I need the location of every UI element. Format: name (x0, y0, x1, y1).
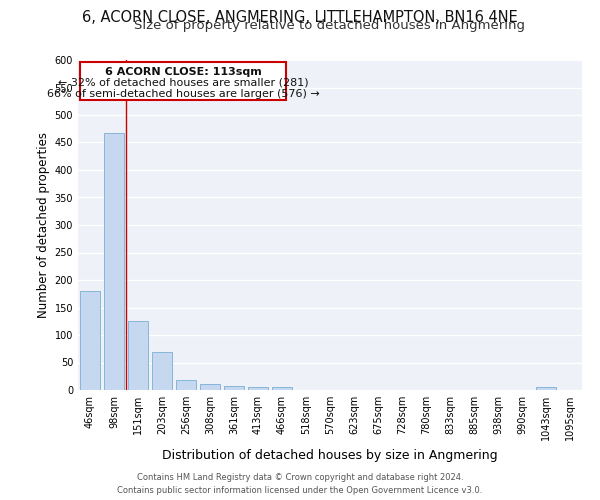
Y-axis label: Number of detached properties: Number of detached properties (37, 132, 50, 318)
Bar (152, 352, 172, 390)
Title: Size of property relative to detached houses in Angmering: Size of property relative to detached ho… (134, 20, 526, 32)
Text: 6, ACORN CLOSE, ANGMERING, LITTLEHAMPTON, BN16 4NE: 6, ACORN CLOSE, ANGMERING, LITTLEHAMPTON… (82, 10, 518, 25)
Bar (80, 291, 100, 390)
Bar (248, 387, 268, 390)
Text: 66% of semi-detached houses are larger (576) →: 66% of semi-detached houses are larger (… (47, 89, 319, 99)
Bar (128, 320, 148, 390)
Bar (224, 386, 244, 390)
Bar (200, 384, 220, 390)
Text: 6 ACORN CLOSE: 113sqm: 6 ACORN CLOSE: 113sqm (105, 66, 262, 76)
X-axis label: Distribution of detached houses by size in Angmering: Distribution of detached houses by size … (162, 448, 498, 462)
Bar (176, 380, 196, 390)
Text: Contains HM Land Registry data © Crown copyright and database right 2024.
Contai: Contains HM Land Registry data © Crown c… (118, 474, 482, 495)
Bar (272, 387, 292, 390)
Text: ← 32% of detached houses are smaller (281): ← 32% of detached houses are smaller (28… (58, 78, 308, 88)
Bar (536, 387, 556, 390)
Bar (104, 132, 124, 390)
FancyBboxPatch shape (80, 62, 286, 100)
